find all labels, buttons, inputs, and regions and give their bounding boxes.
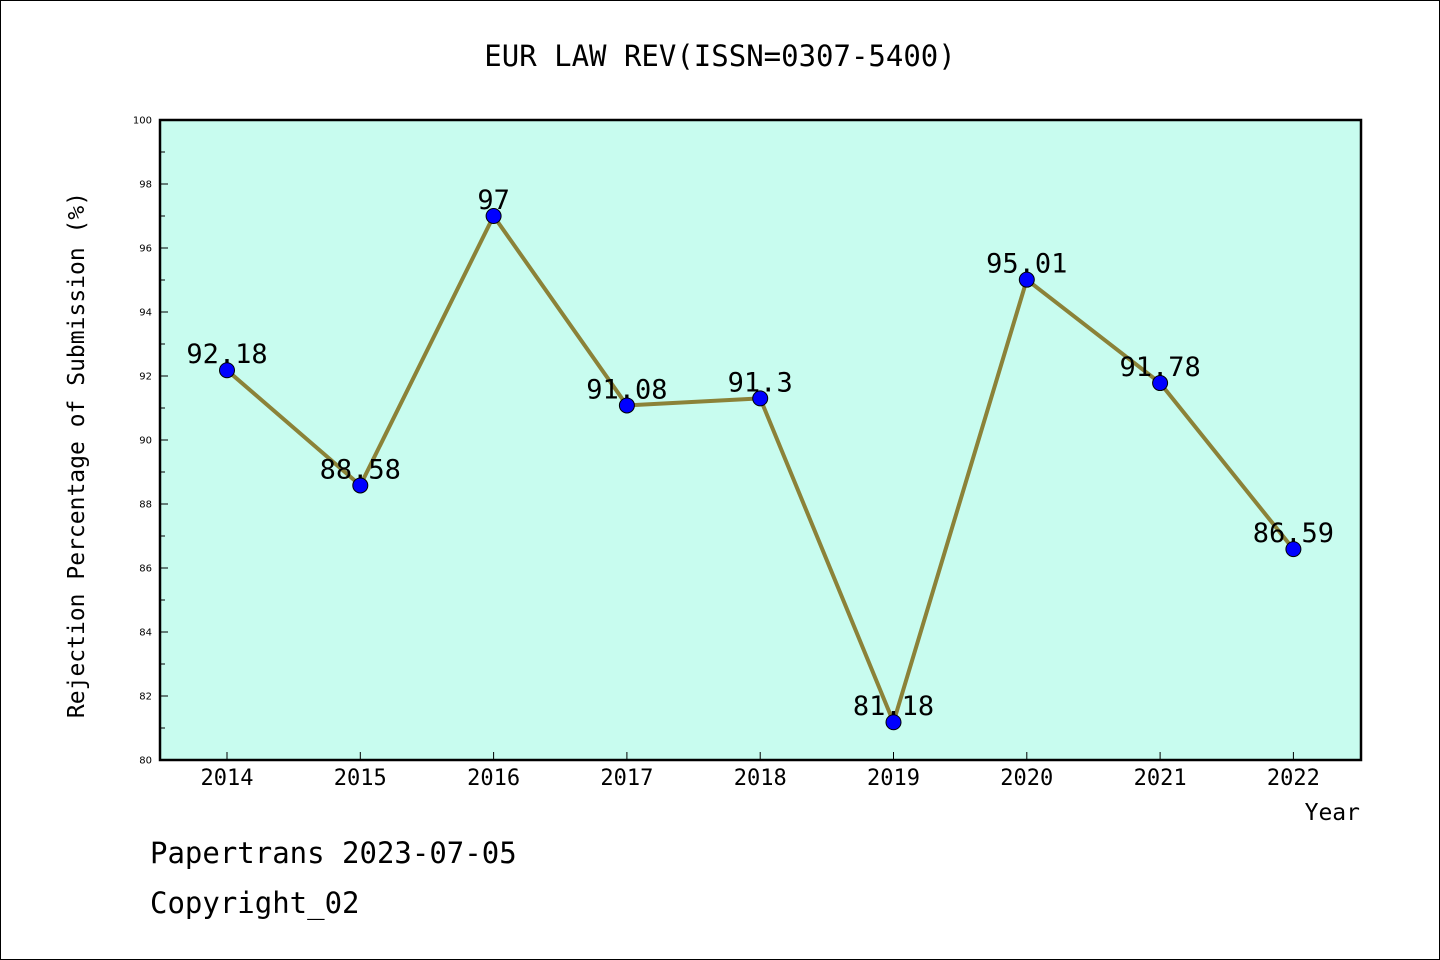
data-point-2017: [618, 397, 635, 414]
footer-papertrans: Papertrans 2023-07-05: [150, 836, 517, 870]
y-axis-label: Rejection Percentage of Submission (%): [64, 192, 90, 718]
x-tick-label: 2021: [1134, 766, 1187, 791]
y-tick-label: 86: [139, 564, 152, 575]
y-tick-label: 96: [139, 244, 152, 255]
data-label-2017: 91.08: [586, 374, 667, 405]
data-label-2019: 81.18: [853, 691, 934, 722]
x-axis: 2014 2015 2016 2017 2018 2019 2020 2021 2022: [201, 752, 1320, 791]
x-tick-label: 2022: [1267, 766, 1320, 791]
data-label-group: 92.18 88.58 97 91.08 91.3 81.18 95.01 91.78 86.5…: [186, 185, 1334, 722]
y-tick-label: 92: [139, 372, 152, 383]
data-label-2021: 91.78: [1119, 352, 1200, 383]
data-label-2015: 88.58: [320, 454, 401, 485]
x-tick-label: 2014: [201, 766, 254, 791]
data-point-2021: [1152, 375, 1169, 392]
data-point-2022: [1285, 541, 1302, 558]
x-tick-label: 2019: [867, 766, 920, 791]
footer-copyright: Copyright_02: [150, 886, 360, 920]
y-tick-label: 98: [139, 180, 152, 191]
y-axis: 80 82 84 86 88 90 92 94 96 98 100: [133, 116, 168, 767]
data-point-2018: [752, 390, 769, 407]
x-tick-label: 2018: [734, 766, 787, 791]
data-point-2019: [885, 714, 902, 731]
y-tick-label: 82: [139, 692, 152, 703]
y-tick-label: 90: [139, 436, 152, 447]
data-point-2015: [352, 477, 369, 494]
y-tick-label: 94: [139, 308, 152, 319]
data-label-2020: 95.01: [986, 249, 1067, 280]
y-tick-label: 80: [139, 756, 152, 767]
y-tick-label: 88: [139, 500, 152, 511]
y-tick-label: 84: [139, 628, 152, 639]
data-point-2020: [1018, 271, 1035, 288]
chart-title: EUR LAW REV(ISSN=0307-5400): [484, 39, 955, 73]
y-tick-label: 100: [133, 116, 152, 127]
data-label-2016: 97: [477, 185, 510, 216]
plot-area: [160, 120, 1361, 760]
data-point-2014: [219, 362, 235, 379]
data-label-2018: 91.3: [728, 367, 793, 398]
plot-border: [158, 118, 1363, 762]
x-tick-label: 2017: [600, 766, 653, 791]
x-axis-label: Year: [1305, 800, 1360, 826]
data-label-2014: 92.18: [186, 339, 267, 370]
series-line-group: [219, 208, 1302, 731]
x-tick-label: 2020: [1000, 766, 1053, 791]
data-label-2022: 86.59: [1253, 518, 1334, 549]
x-tick-label: 2015: [334, 766, 387, 791]
x-tick-label: 2016: [467, 766, 520, 791]
data-point-2016: [485, 208, 502, 224]
